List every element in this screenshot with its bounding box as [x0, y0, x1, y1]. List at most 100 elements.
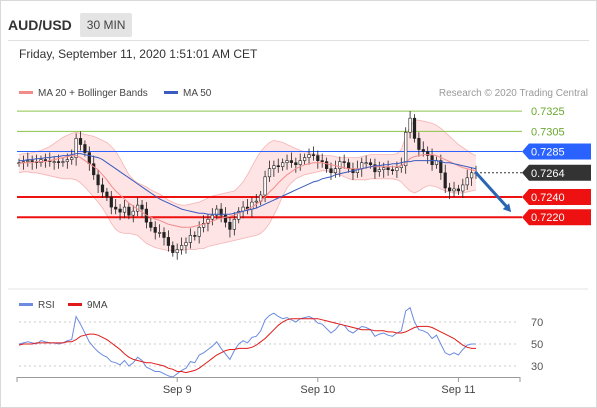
- candle-body: [272, 165, 276, 169]
- candle-body: [390, 169, 395, 171]
- candle-body: [78, 138, 83, 145]
- candle-body: [237, 210, 241, 220]
- candle-body: [171, 245, 175, 253]
- candle-body: [338, 161, 342, 170]
- header-divider: [8, 40, 589, 41]
- candle-body: [175, 249, 179, 253]
- candle-body: [250, 201, 254, 210]
- candle-body: [469, 172, 474, 179]
- candle-body: [118, 208, 122, 213]
- bollinger-band-fill: [19, 120, 476, 251]
- level-label-0.7305: 0.7305: [531, 126, 565, 138]
- price-panel: 0.7325 0.7305 0.7285 0.7264 0.7240 0.7220: [17, 106, 591, 260]
- candle-body: [158, 232, 162, 234]
- candle-body: [43, 159, 47, 161]
- candle-body: [426, 151, 430, 156]
- legend-swatch-ma50: [164, 91, 178, 94]
- rsi-tick-label-70: 70: [531, 317, 543, 329]
- level-tag-0.7264: [522, 164, 591, 181]
- legend-label-rsi: RSI: [38, 300, 55, 311]
- candle-body: [452, 188, 456, 192]
- candle-body: [74, 138, 78, 158]
- candle-body: [114, 206, 118, 210]
- candle-body: [149, 222, 153, 228]
- level-label-0.7264: 0.7264: [531, 168, 565, 180]
- legend-label-bollinger: MA 20 + Bollinger Bands: [38, 88, 148, 99]
- time-axis: Sep 9 Sep 10 Sep 11: [16, 377, 521, 396]
- candle-body: [302, 157, 307, 161]
- candle-body: [465, 177, 469, 186]
- level-tag-0.7240: [522, 189, 591, 206]
- candle-body: [461, 184, 465, 192]
- candle-body: [52, 161, 56, 163]
- candle-body: [307, 154, 311, 158]
- rsi-tick-label-50: 50: [531, 339, 543, 351]
- candle-body: [232, 219, 236, 230]
- rsi-tick-label-30: 30: [531, 361, 543, 373]
- candle-body: [188, 235, 193, 243]
- candle-body: [153, 227, 157, 233]
- candle-body: [412, 117, 417, 139]
- rsi-line: [18, 306, 476, 378]
- candle-body: [320, 160, 324, 162]
- candle-body: [109, 196, 113, 208]
- timeframe-badge[interactable]: 30 MIN: [79, 13, 133, 37]
- candle-body: [311, 154, 316, 156]
- legend-swatch-rsi: [19, 303, 33, 306]
- candle-body: [456, 188, 461, 192]
- candle-body: [267, 168, 272, 178]
- credit-label: Research © 2020 Trading Central: [439, 88, 588, 99]
- candle-body: [324, 161, 329, 170]
- candle-body: [87, 152, 91, 165]
- candle-body: [447, 187, 452, 192]
- candle-body: [342, 161, 346, 163]
- candle-body: [127, 206, 131, 216]
- candle-body: [316, 155, 320, 162]
- candle-body: [281, 162, 285, 167]
- candle-body: [140, 204, 144, 210]
- candle-body: [329, 168, 333, 173]
- candle-body: [386, 167, 390, 170]
- candle-body: [202, 223, 206, 228]
- candle-body: [166, 237, 171, 246]
- symbol-title: AUD/USD: [8, 17, 72, 33]
- x-tick-label: Sep 9: [163, 384, 192, 396]
- candle-body: [184, 242, 188, 246]
- candle-body: [298, 160, 302, 165]
- rsi-legend: RSI 9MA: [19, 300, 108, 311]
- candle-body: [223, 214, 228, 223]
- candle-body: [228, 222, 232, 230]
- x-tick-label: Sep 11: [441, 384, 475, 396]
- candle-body: [285, 160, 289, 163]
- candle-body: [162, 232, 166, 238]
- candle-body: [439, 160, 443, 174]
- legend-label-9ma: 9MA: [87, 300, 108, 311]
- candle-body: [30, 160, 34, 162]
- chart-header: AUD/USD 30 MIN: [8, 12, 133, 38]
- legend-swatch-9ma: [68, 303, 82, 306]
- level-label-0.7285: 0.7285: [531, 147, 565, 159]
- candle-body: [404, 132, 408, 167]
- candle-body: [421, 149, 425, 152]
- candle-body: [105, 191, 109, 198]
- candle-body: [417, 138, 421, 150]
- candle-body: [65, 159, 69, 162]
- candle-body: [219, 208, 223, 216]
- forecast-arrow-shaft: [474, 171, 509, 209]
- candle-body: [215, 208, 219, 216]
- rsi-panel: 70 50 30: [18, 306, 543, 378]
- candle-body: [61, 161, 65, 163]
- report-datetime: Friday, September 11, 2020 1:51:01 AM CE…: [19, 47, 258, 61]
- candle-body: [368, 162, 373, 165]
- candle-body: [131, 210, 135, 216]
- candle-body: [408, 117, 412, 133]
- candle-body: [377, 169, 381, 172]
- candle-body: [360, 162, 364, 170]
- candle-body: [254, 200, 258, 203]
- x-tick-label: Sep 10: [300, 384, 335, 396]
- ma20-line: [18, 154, 477, 228]
- candle-body: [443, 172, 447, 189]
- candle-body: [210, 214, 214, 220]
- candle-body: [100, 184, 105, 193]
